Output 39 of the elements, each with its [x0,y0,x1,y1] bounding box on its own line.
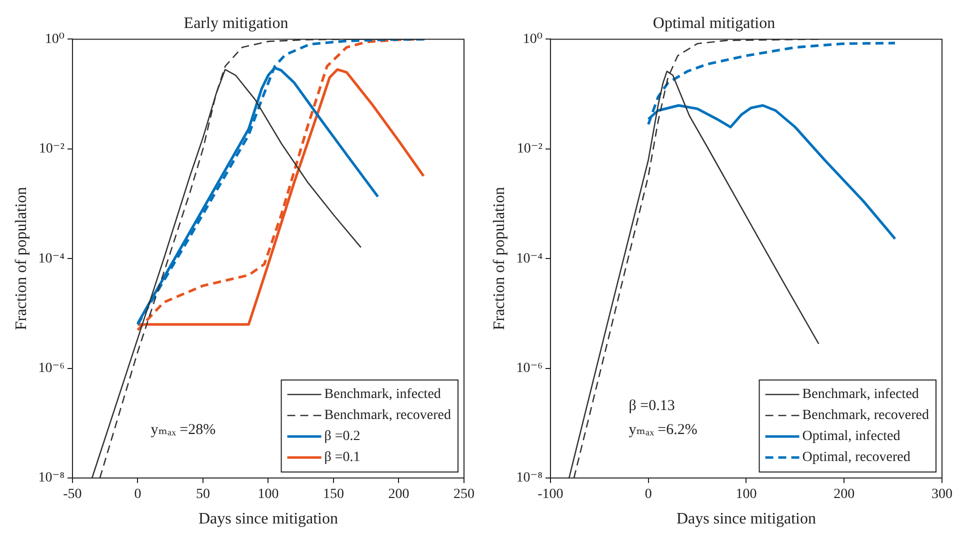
x-tick-label: 100 [736,487,757,502]
y-axis-title: Fraction of population [490,187,508,330]
x-tick-label: 150 [322,487,344,502]
x-axis-title: Days since mitigation [198,510,338,528]
y-tick-label: 10⁰ [44,32,65,47]
legend-label: Benchmark, recovered [324,408,452,424]
y-tick-label: 10⁻² [38,142,64,157]
legend-label: Benchmark, recovered [802,408,930,424]
x-tick-label: 100 [258,487,279,502]
chart-title: Optimal mitigation [652,14,776,32]
x-tick-label: -100 [538,487,564,502]
annotation: yₘₐₓ =6.2% [628,422,698,438]
legend-label: Optimal, recovered [802,450,910,466]
legend-label: Benchmark, infected [324,387,441,402]
legend-label: Benchmark, infected [802,387,919,402]
legend-label: Optimal, infected [802,429,900,444]
x-tick-label: 200 [834,487,855,502]
y-tick-label: 10⁻⁶ [516,360,543,376]
annotation: yₘₐₓ =28% [150,422,216,438]
y-tick-label: 10⁻⁶ [38,360,65,376]
y-tick-label: 10⁻⁴ [38,251,65,266]
x-tick-label: 0 [134,487,142,502]
x-tick-label: 50 [196,487,210,502]
x-tick-label: 200 [388,487,410,502]
y-tick-label: 10⁻² [516,142,542,157]
annotation: β =0.13 [628,398,675,414]
legend-label: β =0.2 [324,429,360,444]
x-tick-label: 0 [644,487,652,502]
x-tick-label: -50 [63,487,82,502]
x-tick-label: 250 [454,487,474,502]
y-tick-label: 10⁻⁴ [516,251,543,266]
y-tick-label: 10⁰ [522,32,543,47]
y-axis-title: Fraction of population [12,187,30,330]
y-tick-label: 10⁻⁸ [516,470,543,486]
legend-label: β =0.1 [324,450,360,466]
chart-title: Early mitigation [184,14,288,32]
x-axis-title: Days since mitigation [676,510,816,528]
y-tick-label: 10⁻⁸ [38,470,65,486]
x-tick-label: 300 [932,487,952,502]
